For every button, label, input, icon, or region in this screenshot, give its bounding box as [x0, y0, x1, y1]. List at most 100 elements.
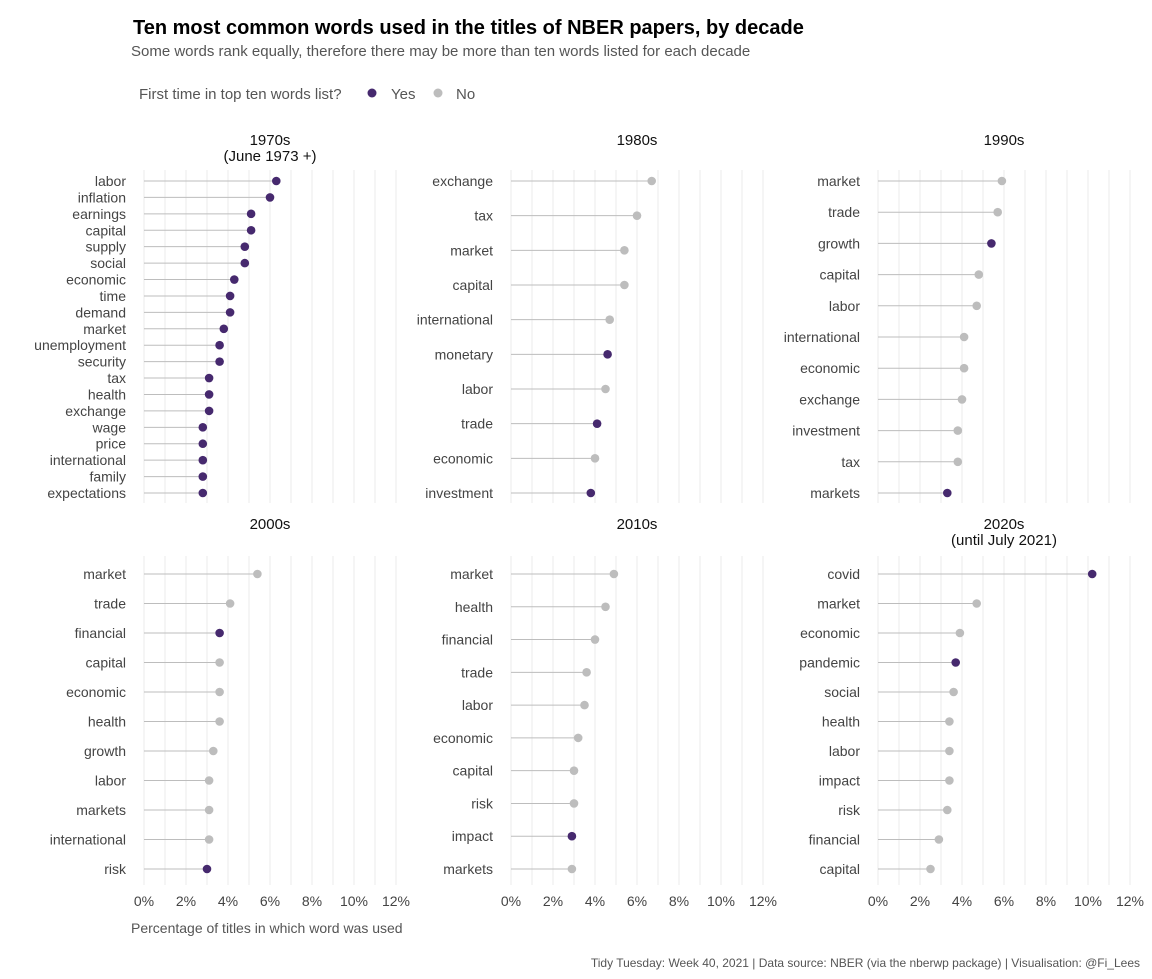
- word-label: markets: [810, 485, 860, 501]
- lollipop-dot: [997, 176, 1007, 186]
- word-label: economic: [433, 730, 493, 746]
- word-label: health: [455, 599, 493, 615]
- panel-2020s: 2020s(until July 2021) covid market economi…: [799, 516, 1144, 909]
- x-tick-label: 4%: [585, 893, 605, 909]
- lollipop-dot: [959, 363, 969, 373]
- lollipop-dot: [573, 733, 583, 743]
- lollipop-market: market: [817, 173, 1007, 189]
- lollipop-dot: [215, 687, 224, 697]
- x-tick-label: 12%: [1116, 893, 1144, 909]
- lollipop-international: international: [50, 832, 214, 848]
- lollipop-price: price: [96, 436, 208, 452]
- word-label: economic: [433, 450, 493, 466]
- word-label: earnings: [72, 206, 126, 222]
- word-label: financial: [442, 632, 493, 648]
- word-label: capital: [86, 222, 126, 238]
- x-tick-label: 6%: [627, 893, 647, 909]
- word-label: impact: [452, 828, 493, 844]
- word-label: tax: [841, 454, 860, 470]
- lollipop-dot: [215, 340, 224, 350]
- chart-subtitle: Some words rank equally, therefore there…: [131, 43, 750, 60]
- lollipop-dot: [204, 390, 214, 399]
- word-label: health: [88, 714, 126, 730]
- lollipop-dot: [215, 628, 224, 638]
- lollipop-dot: [198, 472, 208, 481]
- lollipop-dot: [569, 766, 579, 775]
- lollipop-trade: trade: [94, 596, 235, 612]
- lollipop-dot: [620, 246, 629, 255]
- lollipop-dot: [945, 746, 954, 756]
- lollipop-dot: [198, 423, 208, 432]
- word-label: monetary: [435, 346, 493, 362]
- lollipop-capital: capital: [86, 222, 256, 238]
- lollipop-dot: [601, 384, 610, 394]
- lollipop-dot: [204, 373, 214, 383]
- lollipop-dot: [955, 628, 965, 638]
- word-label: risk: [838, 802, 861, 818]
- lollipop-dot: [590, 454, 600, 463]
- lollipop-markets: markets: [76, 802, 214, 818]
- lollipop-dot: [949, 687, 958, 697]
- lollipop-dot: [215, 717, 224, 726]
- lollipop-dot: [601, 602, 610, 612]
- x-tick-label: 10%: [340, 893, 368, 909]
- lollipop-inflation: inflation: [78, 189, 275, 205]
- word-label: health: [88, 386, 126, 402]
- lollipop-dot: [225, 599, 235, 608]
- word-label: exchange: [799, 391, 860, 407]
- word-label: investment: [792, 423, 860, 439]
- word-label: trade: [461, 416, 493, 432]
- lollipop-dot: [926, 864, 935, 874]
- word-label: capital: [453, 277, 493, 293]
- lollipop-markets: markets: [443, 861, 577, 877]
- word-label: inflation: [78, 189, 126, 205]
- lollipop-dot: [230, 275, 239, 284]
- lollipop-unemployment: unemployment: [34, 337, 224, 353]
- lollipop-dot: [567, 831, 577, 841]
- lollipop-tax: tax: [474, 208, 642, 224]
- word-label: market: [83, 321, 126, 337]
- word-label: labor: [829, 743, 860, 759]
- word-label: investment: [425, 485, 493, 501]
- word-label: market: [817, 596, 860, 612]
- lollipop-dot: [219, 324, 229, 334]
- word-label: social: [90, 255, 126, 271]
- word-label: capital: [820, 267, 860, 283]
- lollipop-capital: capital: [453, 277, 629, 293]
- lollipop-investment: investment: [792, 423, 963, 439]
- word-label: international: [50, 452, 126, 468]
- lollipop-dot: [993, 207, 1002, 217]
- word-label: impact: [819, 773, 860, 789]
- lollipop-health: health: [88, 386, 214, 402]
- lollipop-labor: labor: [462, 697, 589, 713]
- lollipop-dot: [204, 776, 214, 785]
- legend-no-marker: [433, 88, 443, 98]
- lollipop-financial: financial: [809, 832, 944, 848]
- word-label: capital: [453, 763, 493, 779]
- lollipop-dot: [246, 225, 256, 235]
- lollipop-health: health: [822, 714, 954, 730]
- x-tick-label: 0%: [868, 893, 888, 909]
- lollipop-dot: [592, 419, 602, 428]
- word-label: financial: [75, 625, 126, 641]
- x-tick-label: 4%: [218, 893, 238, 909]
- lollipop-markets: markets: [810, 485, 952, 501]
- lollipop-dot: [225, 308, 235, 317]
- word-label: security: [78, 354, 126, 370]
- panel-title: 1970s: [250, 132, 291, 149]
- lollipop-financial: financial: [75, 625, 224, 641]
- lollipop-dot: [943, 488, 952, 498]
- word-label: covid: [827, 566, 860, 582]
- x-tick-label: 10%: [707, 893, 735, 909]
- x-tick-label: 12%: [382, 893, 410, 909]
- lollipop-dot: [620, 280, 629, 290]
- word-label: tax: [107, 370, 126, 386]
- lollipop-expectations: expectations: [47, 485, 208, 501]
- chart-title: Ten most common words used in the titles…: [133, 17, 804, 39]
- lollipop-social: social: [90, 255, 250, 271]
- panel-title: 2010s: [617, 516, 658, 533]
- lollipop-capital: capital: [820, 267, 984, 283]
- word-label: unemployment: [34, 337, 126, 353]
- lollipop-international: international: [417, 312, 614, 328]
